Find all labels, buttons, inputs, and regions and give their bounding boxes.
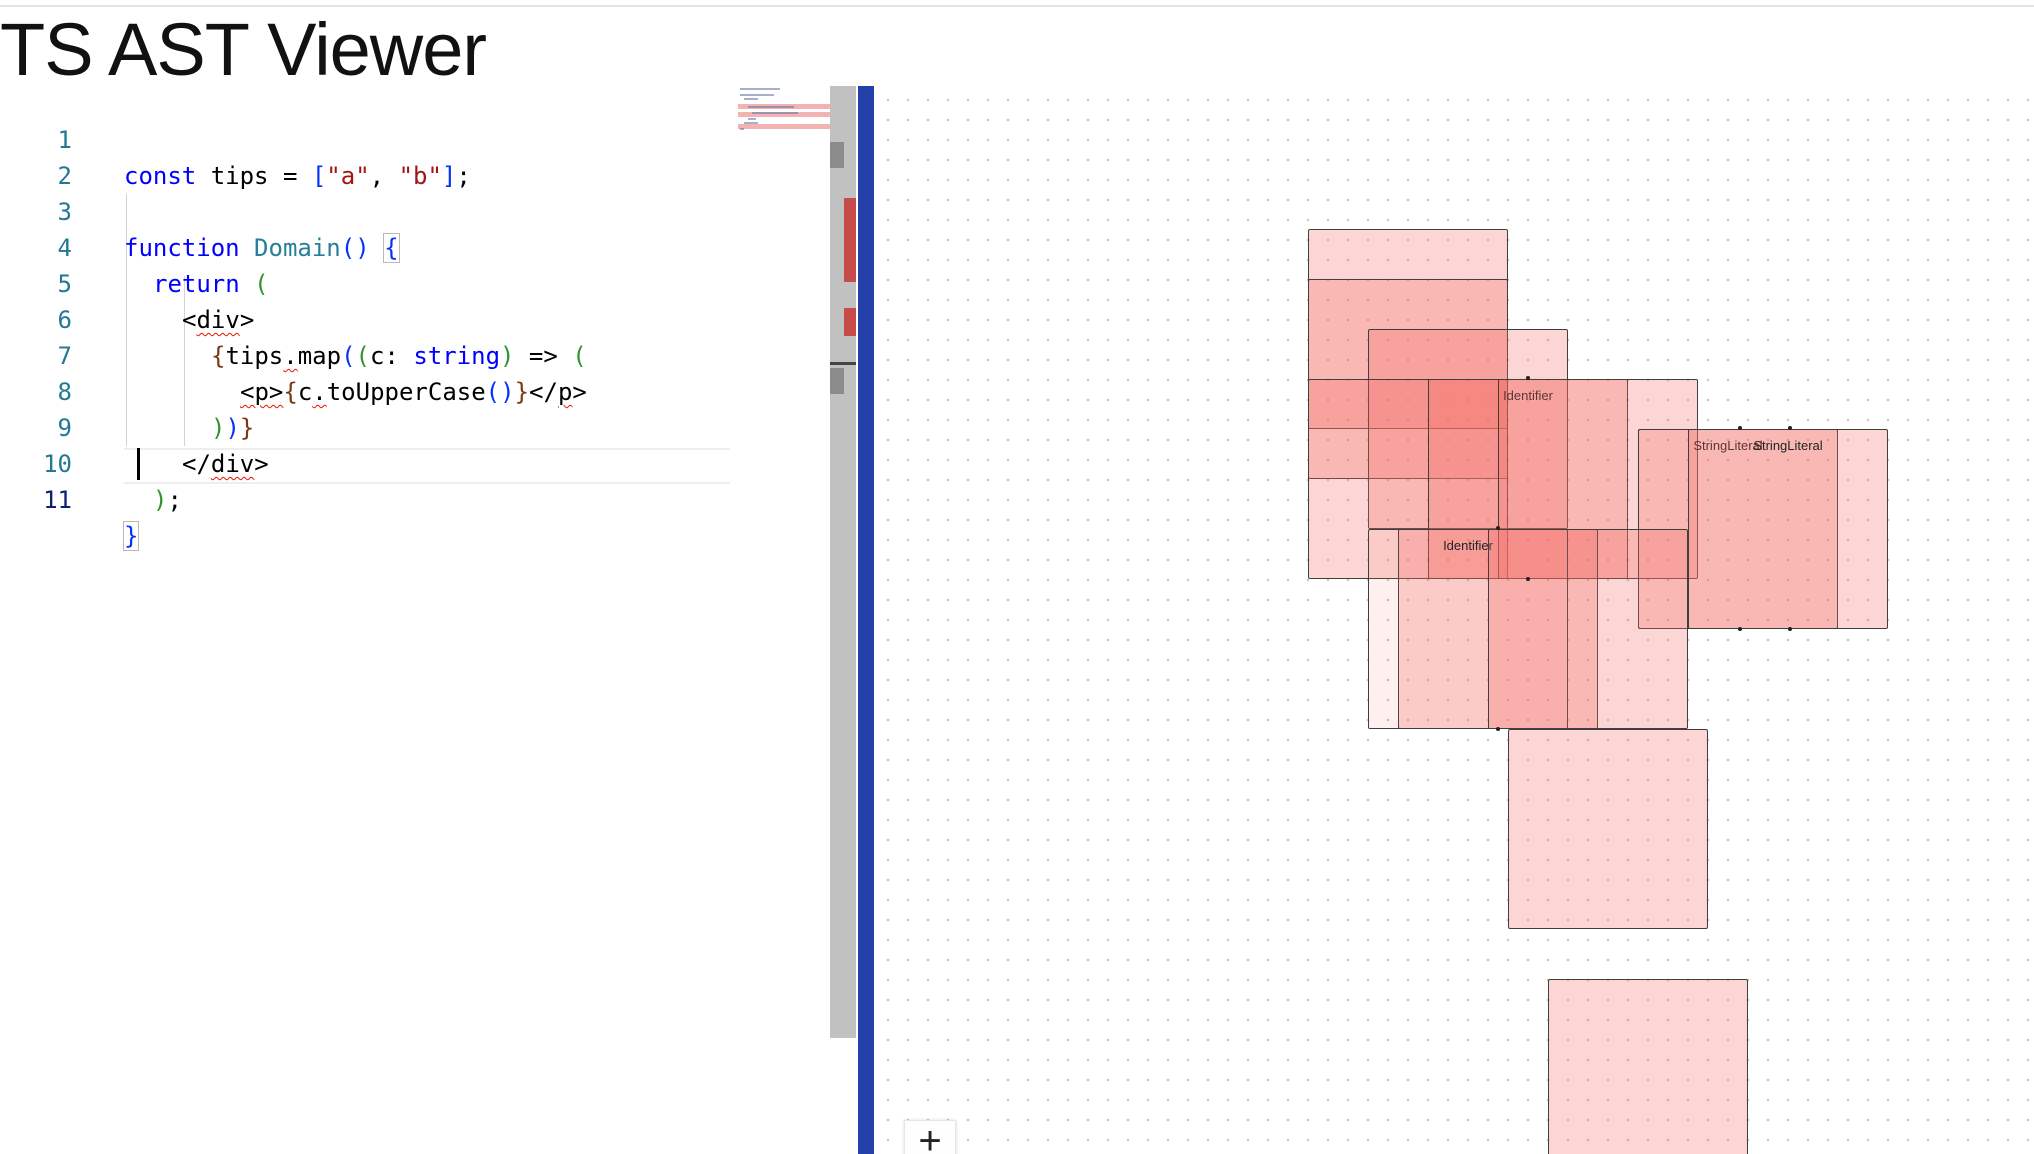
edge-handle bbox=[1496, 727, 1500, 731]
text-caret bbox=[137, 448, 140, 480]
line-number: 7 bbox=[57, 342, 72, 370]
code-line-2[interactable]: 2 bbox=[0, 122, 830, 190]
code-editor[interactable]: 1 const tips = ["a", "b"]; 2 3 function … bbox=[0, 86, 830, 1154]
code-line-9[interactable]: 9 </div> bbox=[0, 374, 830, 478]
code-line-10[interactable]: 10 ); bbox=[0, 410, 830, 514]
ast-node[interactable] bbox=[1498, 379, 1698, 579]
ast-node-identifier[interactable]: Identifier bbox=[1368, 529, 1568, 729]
error-marker bbox=[844, 308, 856, 336]
indent-guide bbox=[126, 194, 127, 446]
line-number: 4 bbox=[57, 234, 72, 262]
ast-node[interactable] bbox=[1308, 379, 1508, 579]
line-number: 5 bbox=[57, 270, 72, 298]
indent-guide bbox=[184, 276, 185, 446]
line-number: 9 bbox=[57, 414, 72, 442]
code-line-6[interactable]: 6 {tips.map((c: string) => ( bbox=[0, 266, 830, 370]
current-line-highlight bbox=[124, 448, 730, 484]
ast-node[interactable] bbox=[1548, 979, 1748, 1154]
line-number: 11 bbox=[43, 486, 72, 514]
line-number: 10 bbox=[43, 450, 72, 478]
code-line-8[interactable]: 8 ))} bbox=[0, 338, 830, 442]
edge-handle bbox=[1788, 627, 1792, 631]
edge-handle bbox=[1526, 376, 1530, 380]
code-line-1[interactable]: 1 const tips = ["a", "b"]; bbox=[0, 86, 830, 190]
minimap[interactable] bbox=[738, 86, 830, 156]
zoom-in-button[interactable]: + bbox=[904, 1120, 956, 1154]
line-number: 3 bbox=[57, 198, 72, 226]
code-line-11[interactable]: 11 } bbox=[0, 446, 830, 551]
ast-graph-canvas[interactable]: Identifier StringLiteral StringLiteral I… bbox=[874, 86, 2034, 1154]
ast-node[interactable] bbox=[1508, 729, 1708, 929]
code-line-3[interactable]: 3 function Domain() { bbox=[0, 158, 830, 263]
edge-handle bbox=[1788, 426, 1792, 430]
ast-node[interactable] bbox=[1398, 529, 1598, 729]
code-line-5[interactable]: 5 <div> bbox=[0, 230, 830, 334]
edge-handle bbox=[1738, 627, 1742, 631]
edge-handle bbox=[1738, 426, 1742, 430]
line-number: 8 bbox=[57, 378, 72, 406]
code-line-7[interactable]: 7 <p>{c.toUpperCase()}</p> bbox=[0, 302, 830, 406]
ast-node-identifier[interactable]: Identifier bbox=[1428, 379, 1628, 579]
line-number: 2 bbox=[57, 162, 72, 190]
ast-node[interactable] bbox=[1488, 529, 1688, 729]
error-marker bbox=[844, 198, 856, 282]
line-number: 6 bbox=[57, 306, 72, 334]
top-border bbox=[0, 5, 2034, 7]
ast-node[interactable] bbox=[1368, 329, 1568, 529]
code-line-4[interactable]: 4 return ( bbox=[0, 194, 830, 298]
line-number: 1 bbox=[57, 126, 72, 154]
pane-splitter[interactable] bbox=[858, 86, 874, 1154]
edge-handle bbox=[1526, 577, 1530, 581]
editor-scrollbar[interactable] bbox=[830, 86, 856, 1038]
ast-node-string-literal[interactable]: StringLiteral bbox=[1688, 429, 1888, 629]
app-title: TS AST Viewer bbox=[0, 8, 487, 91]
edge-handle bbox=[1496, 526, 1500, 530]
